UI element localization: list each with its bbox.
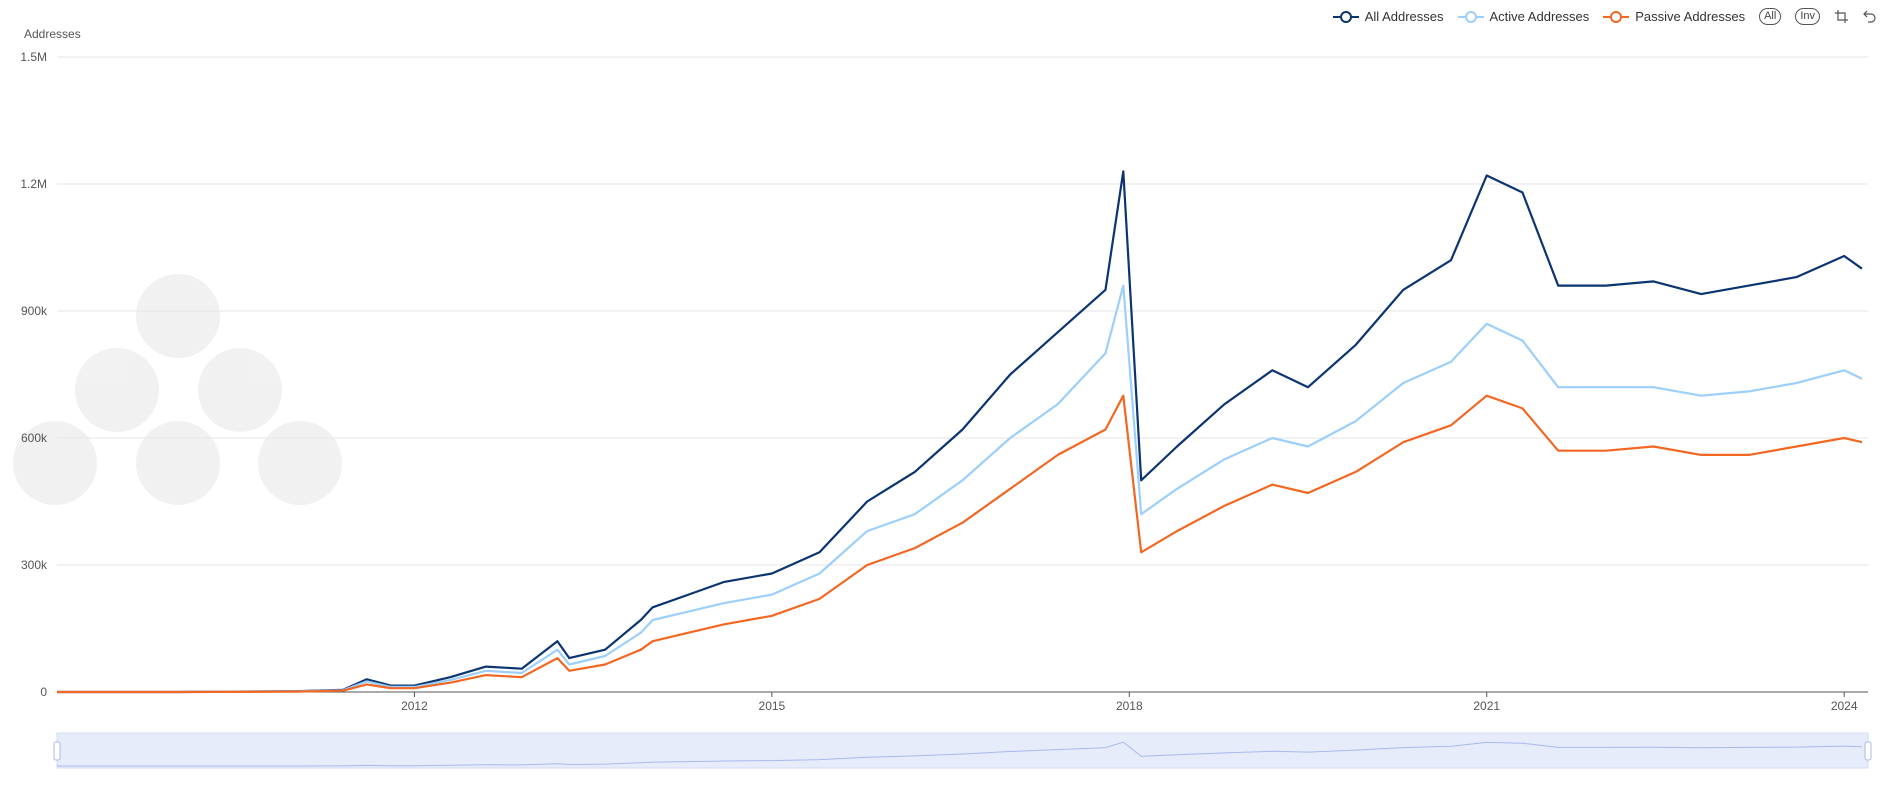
legend-label-all: All Addresses — [1364, 9, 1444, 24]
y-tick-label: 1.2M — [20, 177, 47, 191]
crop-zoom-icon[interactable] — [1834, 10, 1848, 24]
series-line-active-addresses — [57, 284, 1863, 694]
zoom-slider-preview — [57, 741, 1863, 767]
series-line-passive-addresses — [57, 394, 1863, 694]
zoom-reset-icon[interactable] — [1862, 10, 1876, 24]
invert-selection-button[interactable]: Inv — [1795, 8, 1820, 25]
select-all-button[interactable]: All — [1759, 8, 1782, 25]
watermark-dot — [13, 421, 97, 505]
zoom-slider-track — [56, 732, 1869, 769]
watermark-dot — [198, 348, 282, 432]
zoom-handle-left[interactable] — [53, 741, 61, 761]
y-tick-label: 0 — [40, 685, 47, 699]
legend-label-active: Active Addresses — [1489, 9, 1590, 24]
zoom-handle-right[interactable] — [1864, 741, 1872, 761]
legend-item-active-addresses[interactable]: Active Addresses — [1457, 9, 1590, 24]
series-line-all-addresses — [57, 170, 1863, 694]
watermark-dot — [136, 421, 220, 505]
x-tick-label: 2018 — [1116, 699, 1143, 713]
x-tick-label: 2015 — [759, 699, 786, 713]
y-tick-label: 600k — [21, 431, 48, 445]
legend-swatch-all-icon — [1332, 10, 1359, 23]
watermark-logo — [13, 274, 342, 505]
legend: All Addresses Active Addresses Passive A… — [1332, 8, 1876, 25]
y-tick-label: 1.5M — [20, 50, 47, 64]
legend-item-passive-addresses[interactable]: Passive Addresses — [1603, 9, 1745, 24]
watermark-dot — [258, 421, 342, 505]
y-tick-label: 300k — [21, 558, 48, 572]
legend-item-all-addresses[interactable]: All Addresses — [1332, 9, 1444, 24]
legend-label-passive: Passive Addresses — [1635, 9, 1746, 24]
watermark-dot — [136, 274, 220, 358]
y-tick-label: 900k — [21, 304, 48, 318]
legend-swatch-passive-icon — [1603, 10, 1630, 23]
x-tick-label: 2024 — [1831, 699, 1858, 713]
y-axis-title: Addresses — [24, 27, 81, 41]
x-tick-label: 2021 — [1473, 699, 1500, 713]
watermark-dot — [75, 348, 159, 432]
x-tick-label: 2012 — [401, 699, 428, 713]
legend-swatch-active-icon — [1457, 10, 1484, 23]
